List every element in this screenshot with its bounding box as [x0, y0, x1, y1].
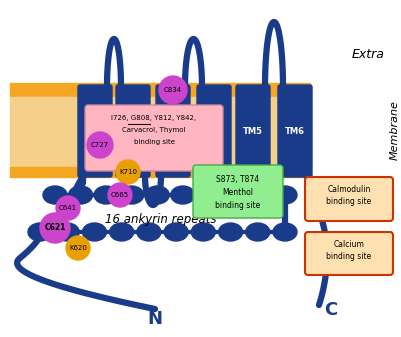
- FancyBboxPatch shape: [197, 85, 231, 177]
- FancyBboxPatch shape: [78, 85, 112, 177]
- Text: K710: K710: [119, 169, 137, 175]
- Circle shape: [116, 160, 140, 184]
- FancyBboxPatch shape: [278, 85, 312, 177]
- Ellipse shape: [273, 186, 297, 204]
- Text: C: C: [324, 301, 338, 319]
- Ellipse shape: [164, 223, 188, 241]
- Circle shape: [87, 132, 113, 158]
- Circle shape: [159, 76, 187, 104]
- Text: binding site: binding site: [326, 252, 372, 261]
- Text: S873, T874: S873, T874: [217, 175, 259, 184]
- Ellipse shape: [145, 186, 169, 204]
- Ellipse shape: [247, 186, 271, 204]
- Ellipse shape: [83, 223, 106, 241]
- FancyBboxPatch shape: [85, 105, 223, 171]
- Text: binding site: binding site: [215, 201, 261, 210]
- Text: Carvacrol, Thymol: Carvacrol, Thymol: [122, 127, 186, 133]
- Text: TM1: TM1: [85, 126, 105, 135]
- Text: TM5: TM5: [243, 126, 263, 135]
- Ellipse shape: [219, 223, 243, 241]
- Text: I726, G808, Y812, Y842,: I726, G808, Y812, Y842,: [111, 115, 196, 121]
- Text: TM3: TM3: [163, 126, 183, 135]
- Ellipse shape: [109, 223, 134, 241]
- Text: TM6: TM6: [285, 126, 305, 135]
- Ellipse shape: [273, 223, 297, 241]
- Text: C621: C621: [45, 223, 66, 233]
- Ellipse shape: [137, 223, 161, 241]
- Bar: [10, 83, 310, 97]
- Text: 16 ankyrin repeats: 16 ankyrin repeats: [105, 214, 217, 226]
- Ellipse shape: [222, 186, 246, 204]
- Ellipse shape: [94, 186, 118, 204]
- Text: C641: C641: [59, 205, 77, 211]
- Ellipse shape: [119, 186, 144, 204]
- Ellipse shape: [55, 223, 79, 241]
- Ellipse shape: [196, 186, 220, 204]
- Circle shape: [66, 236, 90, 260]
- Text: Membrane: Membrane: [390, 100, 400, 160]
- FancyBboxPatch shape: [305, 177, 393, 221]
- Text: K620: K620: [69, 245, 87, 251]
- Ellipse shape: [28, 223, 52, 241]
- Bar: [10, 167, 310, 177]
- Text: C727: C727: [91, 142, 109, 148]
- Ellipse shape: [191, 223, 215, 241]
- FancyBboxPatch shape: [236, 85, 270, 177]
- Text: N: N: [148, 310, 162, 328]
- Text: Extra: Extra: [352, 49, 385, 61]
- Ellipse shape: [171, 186, 195, 204]
- FancyBboxPatch shape: [193, 165, 283, 218]
- Text: Intra: Intra: [356, 179, 385, 191]
- Text: C665: C665: [111, 192, 129, 198]
- Text: Calmodulin: Calmodulin: [327, 185, 371, 194]
- Text: Calcium: Calcium: [334, 240, 365, 249]
- Text: C834: C834: [164, 87, 182, 93]
- Ellipse shape: [246, 223, 270, 241]
- Ellipse shape: [69, 186, 93, 204]
- Circle shape: [108, 183, 132, 207]
- FancyBboxPatch shape: [156, 85, 190, 177]
- Text: Menthol: Menthol: [223, 188, 253, 197]
- Text: TM4: TM4: [204, 126, 224, 135]
- Bar: [10, 97, 310, 167]
- Circle shape: [40, 213, 70, 243]
- FancyBboxPatch shape: [116, 85, 150, 177]
- FancyBboxPatch shape: [305, 232, 393, 275]
- Text: TM2: TM2: [123, 126, 143, 135]
- Text: binding site: binding site: [326, 197, 372, 206]
- Ellipse shape: [43, 186, 67, 204]
- Circle shape: [56, 196, 80, 220]
- Text: binding site: binding site: [134, 139, 174, 145]
